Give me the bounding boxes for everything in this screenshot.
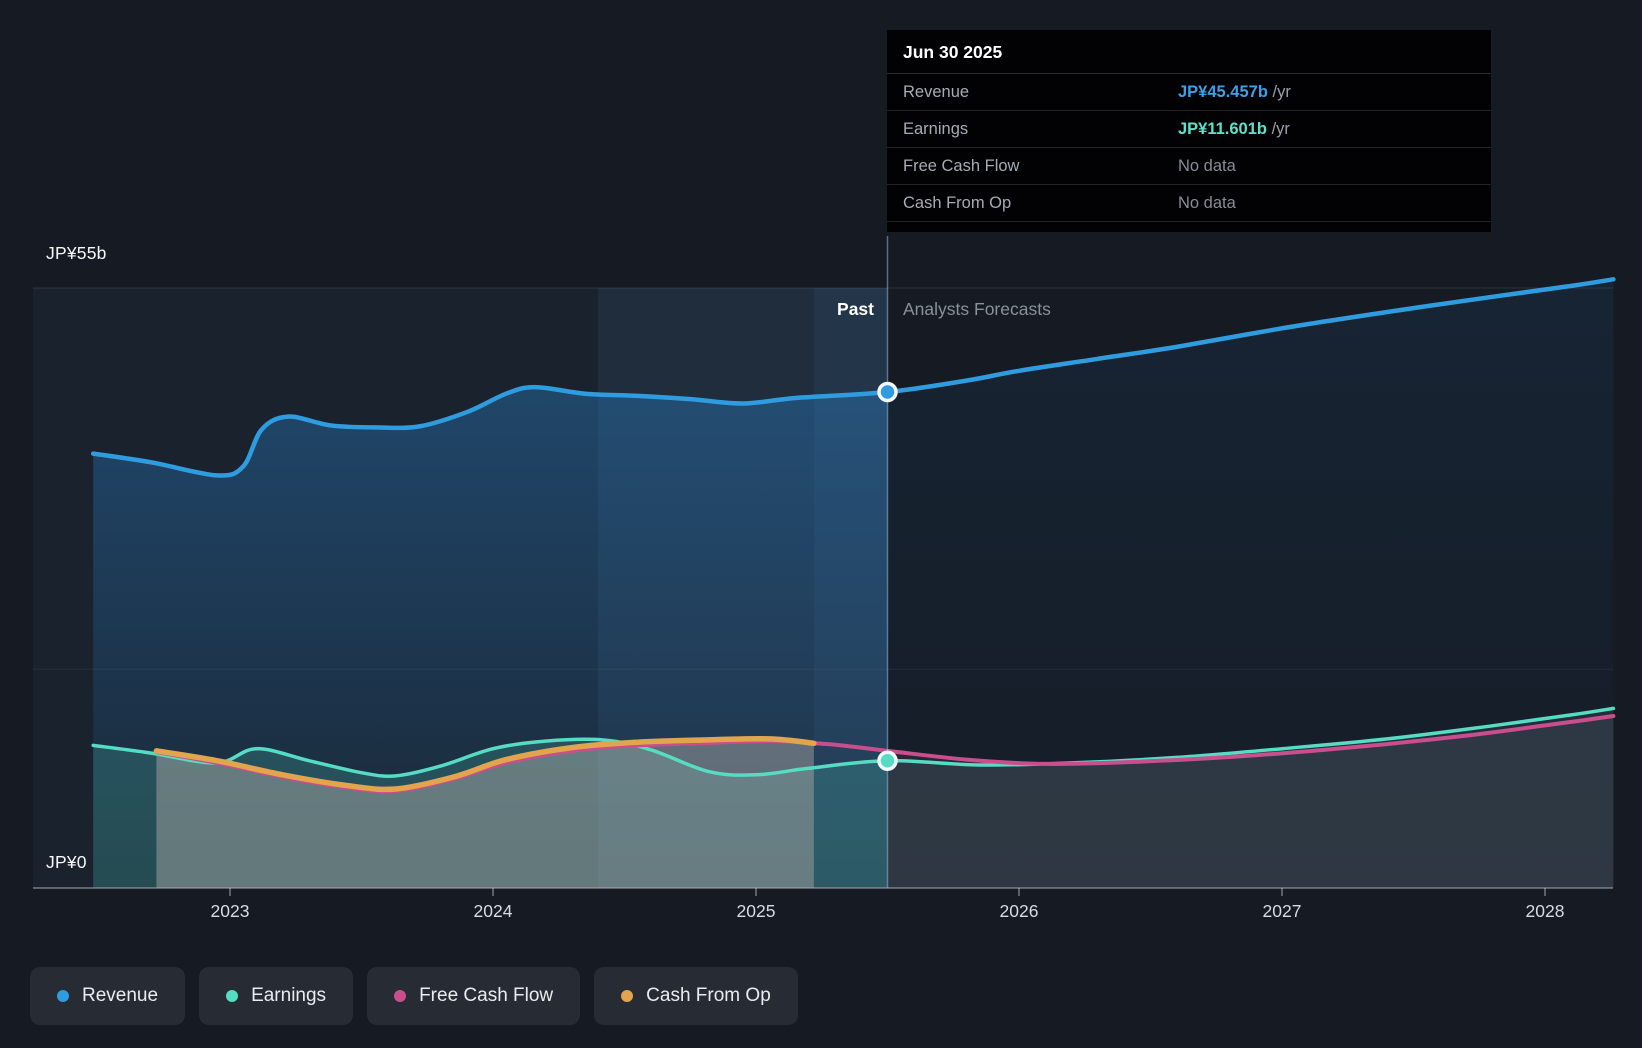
x-axis-label-2024: 2024 [473, 901, 513, 921]
divider-marker-revenue [877, 381, 898, 403]
tooltip-row-free-cash-flow: Free Cash Flow No data [887, 148, 1491, 185]
area-fill-forecast-free-cash-flow [887, 716, 1614, 888]
x-axis-label-2028: 2028 [1525, 901, 1565, 921]
area-fill-past-revenue [93, 387, 888, 888]
analysts-forecasts-label: Analysts Forecasts [903, 299, 1051, 319]
chart-tooltip: Jun 30 2025 Revenue JP¥45.457b /yr Earning… [887, 30, 1491, 232]
tooltip-row-value: No data [1178, 156, 1236, 175]
tooltip-date: Jun 30 2025 [887, 30, 1491, 74]
legend-dot-icon [621, 990, 634, 1002]
legend-dot-icon [394, 990, 407, 1002]
tooltip-row-label: Earnings [903, 119, 969, 138]
legend: Revenue Earnings Free Cash Flow Cash From O… [30, 967, 798, 1025]
tooltip-row-label: Cash From Op [903, 193, 1012, 212]
area-fill-past-cash-from-op [156, 738, 814, 888]
legend-dot-icon [57, 990, 69, 1002]
legend-item-label: Revenue [82, 985, 159, 1006]
legend-item-free-cash-flow[interactable]: Free Cash Flow [367, 967, 581, 1025]
x-axis-label-2027: 2027 [1262, 901, 1302, 921]
tooltip-row-value: JP¥11.601b /yr [1178, 119, 1290, 138]
legend-item-revenue[interactable]: Revenue [30, 967, 186, 1025]
x-axis-label-2023: 2023 [210, 901, 250, 921]
tooltip-row-cash-from-op: Cash From Op No data [887, 185, 1491, 222]
tooltip-row-value: No data [1178, 193, 1236, 212]
tooltip-rows: Revenue JP¥45.457b /yr Earnings JP¥11.601b … [887, 74, 1491, 222]
y-axis-zero-label: JP¥0 [46, 852, 87, 872]
series-line-earnings [91, 706, 1616, 778]
legend-item-label: Free Cash Flow [419, 985, 554, 1006]
series-line-revenue [90, 277, 1616, 478]
x-axis-label-2026: 2026 [999, 901, 1039, 921]
legend-item-earnings[interactable]: Earnings [199, 967, 354, 1025]
tooltip-row-earnings: Earnings JP¥11.601b /yr [887, 111, 1491, 148]
divider-marker-earnings [877, 750, 898, 771]
x-axis-label-2025: 2025 [736, 901, 776, 921]
past-label: Past [837, 299, 874, 319]
y-axis-max-label: JP¥55b [46, 243, 107, 263]
series-line-cash-from-op [153, 736, 817, 793]
legend-dot-icon [226, 990, 239, 1002]
tooltip-row-unit: /yr [1267, 119, 1290, 138]
legend-item-label: Cash From Op [646, 985, 771, 1006]
tooltip-row-unit: /yr [1267, 82, 1291, 101]
area-fill-forecast-revenue [887, 279, 1614, 888]
tooltip-row-label: Free Cash Flow [903, 156, 1020, 175]
legend-item-label: Earnings [251, 985, 327, 1006]
tooltip-row-revenue: Revenue JP¥45.457b /yr [887, 74, 1491, 111]
area-fill-forecast-earnings [887, 708, 1614, 888]
tooltip-row-value: JP¥45.457b /yr [1178, 82, 1291, 101]
legend-item-cash-from-op[interactable]: Cash From Op [594, 967, 798, 1025]
tooltip-row-label: Revenue [903, 82, 970, 101]
